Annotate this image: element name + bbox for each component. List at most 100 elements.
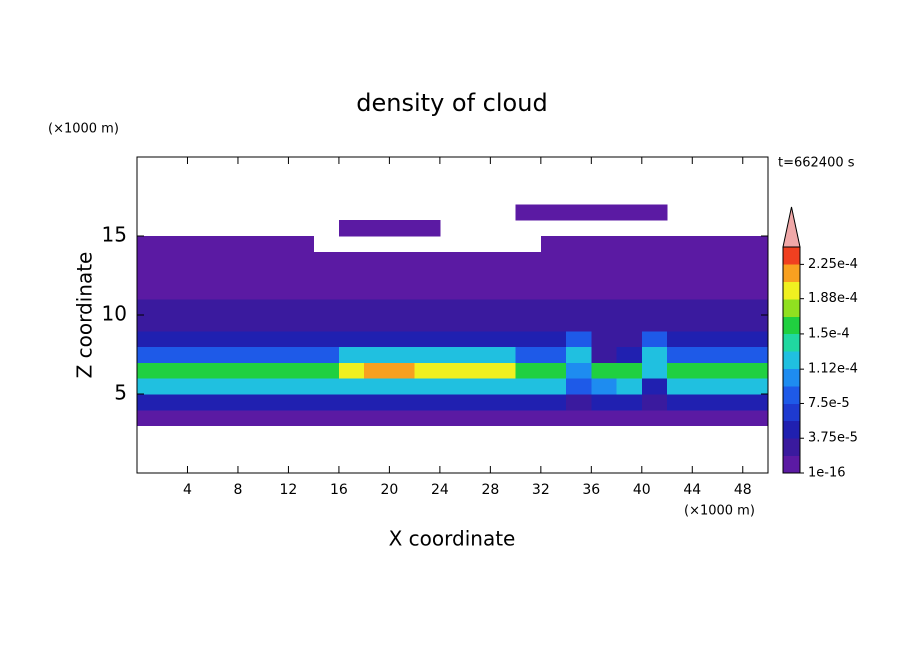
contour-cell <box>692 283 719 300</box>
y-axis-label: Z coordinate <box>73 252 97 379</box>
contour-cell <box>237 409 264 427</box>
contour-cell <box>137 378 163 395</box>
contour-cell <box>414 315 441 332</box>
contour-cell <box>439 315 466 332</box>
contour-cell <box>137 283 163 300</box>
colorbar-tick-label: 1.5e-4 <box>808 326 850 341</box>
contour-cell <box>591 267 618 284</box>
contour-cell <box>742 299 769 316</box>
colorbar-band <box>783 351 800 369</box>
contour-cell <box>389 409 416 427</box>
x-tick-label: 40 <box>633 482 651 498</box>
contour-cell <box>717 315 744 332</box>
contour-cell <box>439 299 466 316</box>
contour-cell <box>338 394 365 411</box>
contour-cell <box>212 283 239 300</box>
contour-cell <box>162 409 188 427</box>
contour-cell <box>667 378 693 395</box>
colorbar-band <box>783 386 800 404</box>
contour-cell <box>288 330 315 348</box>
contour-cell <box>364 346 390 363</box>
contour-cell <box>692 409 719 427</box>
contour-cell <box>263 362 289 379</box>
contour-cell <box>439 394 466 411</box>
contour-cell <box>566 409 592 427</box>
contour-cell <box>616 251 643 269</box>
contour-cell <box>187 378 214 395</box>
contour-cell <box>237 346 264 363</box>
y-tick-label: 5 <box>114 381 127 405</box>
contour-cell <box>692 236 719 253</box>
contour-cell <box>641 330 668 348</box>
contour-cell <box>263 346 289 363</box>
contour-cell <box>692 267 719 284</box>
contour-cell <box>389 299 416 316</box>
contour-cell <box>641 251 668 269</box>
contour-cell <box>465 283 491 300</box>
contour-cell <box>515 346 542 363</box>
contour-cell <box>566 378 592 395</box>
contour-cell <box>313 394 340 411</box>
contour-cell <box>742 236 769 253</box>
contour-cell <box>540 378 567 395</box>
contour-cell <box>212 251 239 269</box>
contour-cell <box>364 409 390 427</box>
contour-cell <box>490 315 517 332</box>
contour-cell <box>692 394 719 411</box>
x-tick-label: 8 <box>233 482 242 498</box>
contour-cell <box>237 251 264 269</box>
contour-cell <box>742 409 769 427</box>
contour-cell <box>515 267 542 284</box>
contour-cell <box>162 362 188 379</box>
contour-cell <box>616 362 643 379</box>
contour-cell <box>187 394 214 411</box>
contour-cell <box>313 299 340 316</box>
contour-cell <box>692 330 719 348</box>
contour-cell <box>162 251 188 269</box>
contour-cell <box>717 251 744 269</box>
contour-cell <box>515 330 542 348</box>
contour-cell <box>591 283 618 300</box>
contour-cell <box>465 267 491 284</box>
contour-cell <box>465 362 491 379</box>
contour-cell <box>237 394 264 411</box>
contour-cell <box>212 330 239 348</box>
contour-cell <box>641 409 668 427</box>
contour-cell <box>717 330 744 348</box>
contour-cell <box>717 378 744 395</box>
contour-cell <box>187 267 214 284</box>
contour-cell <box>237 236 264 253</box>
contour-cell <box>540 283 567 300</box>
contour-cell <box>591 394 618 411</box>
colorbar-band <box>783 455 800 474</box>
contour-cell <box>137 267 163 284</box>
contour-cell <box>338 378 365 395</box>
contour-cell <box>187 362 214 379</box>
contour-cell <box>667 409 693 427</box>
contour-cell <box>641 394 668 411</box>
contour-cell <box>187 236 214 253</box>
contour-cell <box>515 299 542 316</box>
contour-cell <box>742 267 769 284</box>
contour-cell <box>465 330 491 348</box>
colorbar-band <box>783 368 800 387</box>
contour-cell <box>288 394 315 411</box>
contour-cell <box>237 378 264 395</box>
contour-cell <box>641 204 668 221</box>
contour-cell <box>137 330 163 348</box>
contour-cell <box>490 299 517 316</box>
contour-cell <box>237 267 264 284</box>
contour-cell <box>263 315 289 332</box>
contour-cell <box>338 251 365 269</box>
contour-cell <box>263 251 289 269</box>
contour-cell <box>313 362 340 379</box>
contour-cell <box>263 394 289 411</box>
colorbar-band <box>783 438 800 456</box>
contour-cell <box>566 283 592 300</box>
contour-cell <box>465 409 491 427</box>
contour-cell <box>641 236 668 253</box>
colorbar-tick-label: 2.25e-4 <box>808 257 858 272</box>
contour-cell <box>717 394 744 411</box>
contour-cell <box>338 330 365 348</box>
